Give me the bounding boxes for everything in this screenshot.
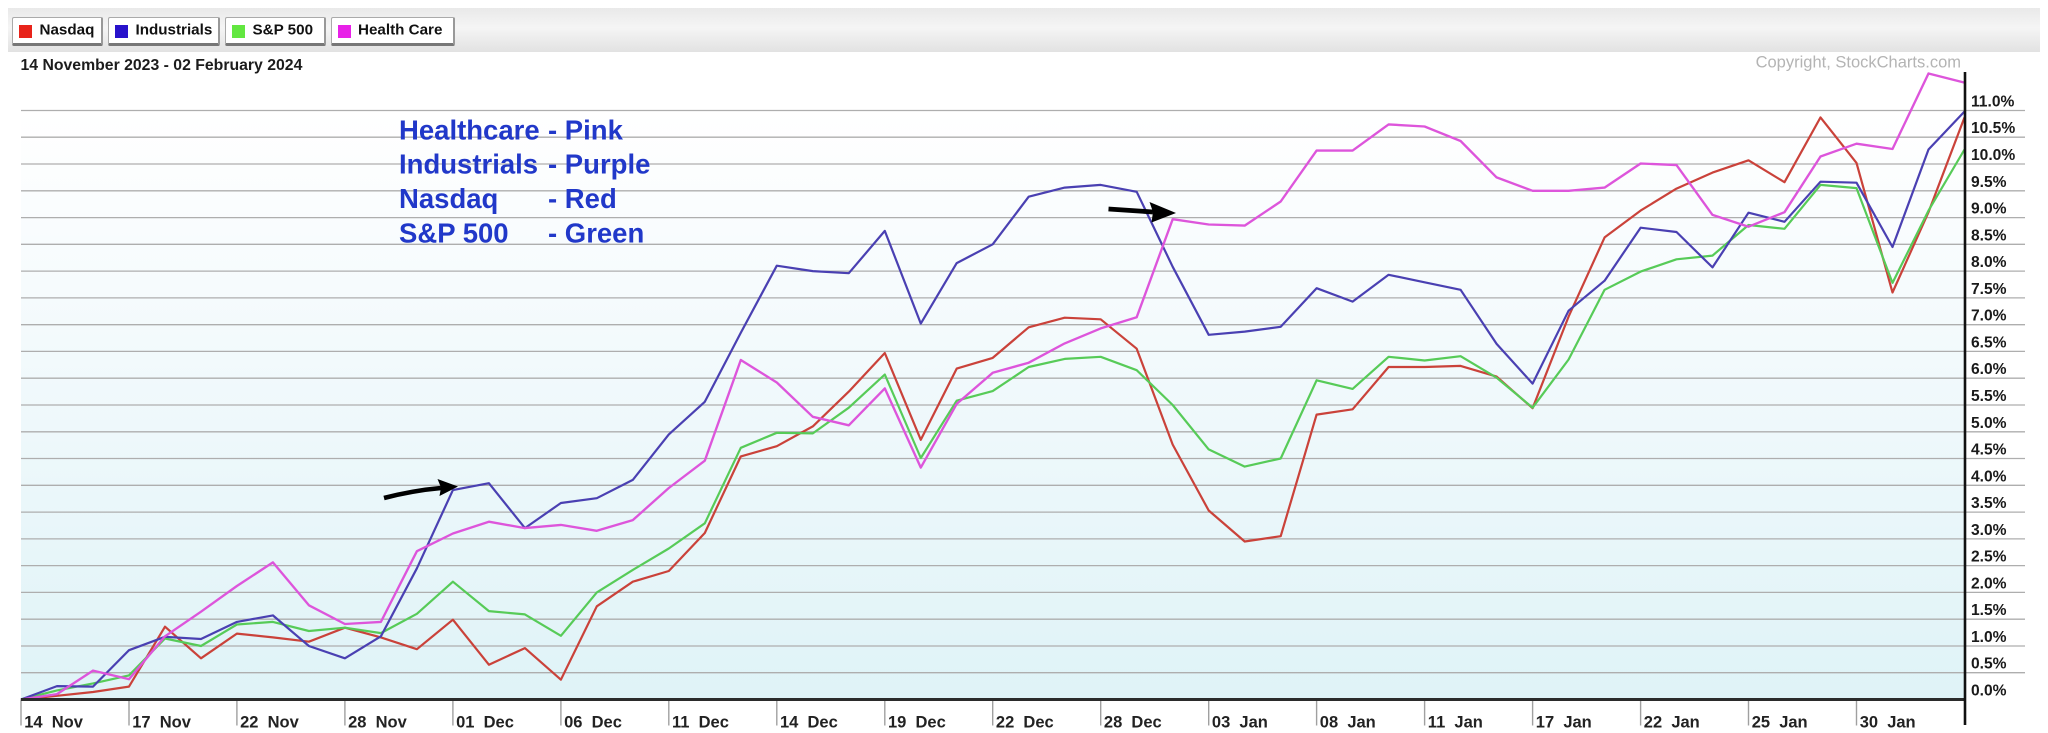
svg-text:1.5%: 1.5% (1971, 602, 2007, 619)
svg-text:S&P 500: S&P 500 (399, 218, 509, 249)
svg-text:Healthcare: Healthcare (399, 115, 540, 146)
svg-text:30 Jan: 30 Jan (1860, 714, 1916, 732)
svg-text:Industrials: Industrials (399, 149, 538, 180)
svg-text:11 Jan: 11 Jan (1428, 714, 1483, 732)
svg-text:5.5%: 5.5% (1971, 388, 2007, 405)
svg-text:22 Nov: 22 Nov (240, 714, 300, 732)
svg-text:10.0%: 10.0% (1971, 147, 2015, 164)
svg-text:28 Dec: 28 Dec (1104, 714, 1162, 732)
svg-text:11 Dec: 11 Dec (672, 714, 729, 732)
svg-text:28 Nov: 28 Nov (348, 714, 408, 732)
svg-text:03 Jan: 03 Jan (1212, 714, 1268, 732)
svg-text:0.5%: 0.5% (1971, 656, 2007, 673)
svg-text:0.0%: 0.0% (1971, 683, 2007, 700)
svg-text:2.0%: 2.0% (1971, 575, 2007, 592)
svg-text:7.0%: 7.0% (1971, 308, 2007, 325)
svg-text:14 Nov: 14 Nov (24, 714, 84, 732)
svg-text:8.0%: 8.0% (1971, 254, 2007, 271)
svg-text:3.0%: 3.0% (1971, 522, 2007, 539)
svg-text:9.5%: 9.5% (1971, 174, 2007, 191)
svg-text:25 Jan: 25 Jan (1752, 714, 1808, 732)
svg-text:5.0%: 5.0% (1971, 415, 2007, 432)
svg-text:22 Jan: 22 Jan (1644, 714, 1700, 732)
svg-text:01 Dec: 01 Dec (456, 714, 514, 732)
svg-text:- Purple: - Purple (548, 149, 650, 180)
svg-text:10.5%: 10.5% (1971, 120, 2015, 137)
svg-text:19 Dec: 19 Dec (888, 714, 946, 732)
svg-text:4.0%: 4.0% (1971, 468, 2007, 485)
svg-text:22 Dec: 22 Dec (996, 714, 1054, 732)
svg-text:3.5%: 3.5% (1971, 495, 2007, 512)
svg-text:Nasdaq: Nasdaq (399, 183, 498, 214)
svg-text:- Green: - Green (548, 218, 644, 249)
svg-text:6.5%: 6.5% (1971, 334, 2007, 351)
svg-text:2.5%: 2.5% (1971, 549, 2007, 566)
svg-text:14 November 2023 - 02 February: 14 November 2023 - 02 February 2024 (21, 57, 303, 74)
svg-text:4.5%: 4.5% (1971, 442, 2007, 459)
svg-text:17 Jan: 17 Jan (1536, 714, 1592, 732)
svg-text:6.0%: 6.0% (1971, 361, 2007, 378)
svg-text:8.5%: 8.5% (1971, 227, 2007, 244)
svg-text:06 Dec: 06 Dec (564, 714, 622, 732)
svg-text:11.0%: 11.0% (1971, 94, 2014, 111)
svg-text:7.5%: 7.5% (1971, 281, 2007, 298)
svg-text:1.0%: 1.0% (1971, 629, 2007, 646)
svg-text:9.0%: 9.0% (1971, 201, 2007, 218)
svg-text:14 Dec: 14 Dec (780, 714, 838, 732)
svg-text:- Pink: - Pink (548, 115, 624, 146)
svg-text:08 Jan: 08 Jan (1320, 714, 1376, 732)
svg-text:- Red: - Red (548, 183, 617, 214)
svg-text:Copyright, StockCharts.com: Copyright, StockCharts.com (1756, 54, 1961, 72)
svg-text:17 Nov: 17 Nov (132, 714, 192, 732)
